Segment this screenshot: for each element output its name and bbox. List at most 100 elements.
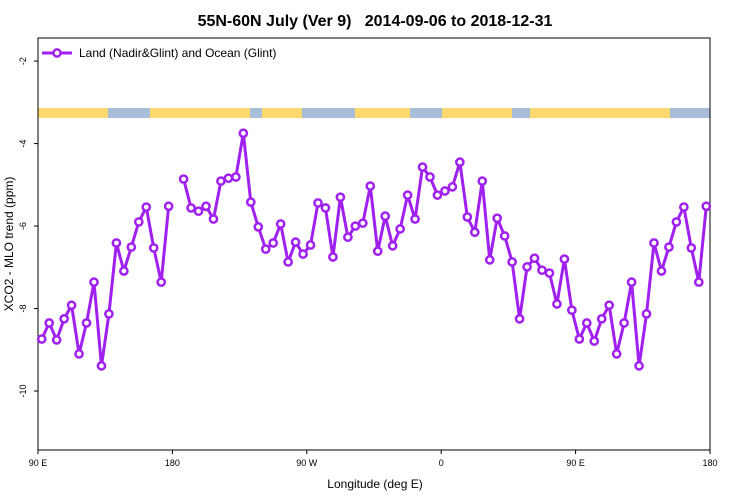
data-point [133,217,144,227]
data-point [328,252,338,262]
data-point [193,206,204,217]
data-point [36,334,47,344]
data-point [268,238,279,248]
data-point [372,246,383,257]
data-point [66,300,77,311]
data-point [201,201,211,212]
land-band [530,108,670,118]
data-point [671,217,682,227]
data-point [89,277,99,287]
data-point [544,268,555,278]
data-point [156,277,167,287]
data-point [223,173,234,184]
data-point [96,361,107,371]
data-point [186,203,196,213]
data-point [163,201,174,212]
data-point [111,238,122,248]
data-point [59,314,69,324]
data-point [365,181,376,191]
data-point [335,192,346,203]
data-point [492,213,503,224]
data-point [395,224,405,234]
data-point [693,277,704,287]
data-point [432,190,443,200]
data-point [51,335,62,345]
data-point [656,266,667,276]
data-point [537,265,547,276]
data-point [507,257,517,267]
data-point [208,214,219,224]
data-point [320,203,331,213]
data-point [238,128,249,139]
data-point [499,231,510,241]
data-point [626,277,637,287]
data-point [440,186,450,196]
data-point [231,172,241,182]
land-ocean-strip [38,108,710,118]
data-point [701,201,712,212]
data-point [634,361,644,371]
data-point [664,242,674,252]
data-point [649,238,659,248]
data-point [455,157,465,167]
land-band [262,108,302,118]
data-point [290,237,301,247]
data-point [298,249,308,259]
legend: Land (Nadir&Glint) and Ocean (Glint) [42,46,276,60]
x-tick-label: 0 [439,458,444,468]
data-point [596,314,607,324]
data-point [253,222,264,232]
data-point [275,219,286,229]
legend-label: Land (Nadir&Glint) and Ocean (Glint) [79,46,276,60]
data-point [126,242,137,252]
x-tick-label: 180 [165,458,180,468]
data-point [141,202,152,212]
data-point [679,202,689,212]
data-point [357,218,368,229]
data-point [462,212,473,222]
data-point [574,334,585,344]
data-point [380,211,391,222]
data-point [641,309,652,319]
data-point [410,214,420,224]
land-band [355,108,410,118]
data-point [148,243,159,253]
data-point [581,318,592,328]
data-point [619,318,629,328]
land-band [38,108,108,118]
data-point [104,309,114,319]
data-point [119,266,129,276]
data-point [447,182,458,192]
x-tick-label: 90 W [296,458,318,468]
chart-title: 55N-60N July (Ver 9) 2014-09-06 to 2018-… [198,13,553,30]
data-point [514,314,525,324]
data-point [283,257,293,267]
data-point [417,162,428,172]
plot-frame [37,37,711,451]
y-tick-label: -10 [18,385,28,398]
data-point [567,305,577,316]
data-point [484,255,495,265]
data-point [559,254,570,264]
data-point [74,349,84,359]
data-point [245,197,256,207]
data-point [387,241,398,251]
data-point [686,243,697,253]
data-point [604,300,615,311]
data-point [81,318,92,328]
data-point [529,253,540,264]
data-point [402,190,413,200]
data-point [178,174,189,184]
land-band [150,108,250,118]
y-tick-label: -2 [18,57,28,65]
x-tick-label: 180 [702,458,717,468]
data-point [260,244,271,255]
data-point [425,172,435,182]
x-tick-label: 90 E [29,458,48,468]
y-axis-label: XCO2 - MLO trend (ppm) [2,177,16,312]
data-point [589,336,600,346]
data-point [522,262,532,272]
data-point [313,198,323,208]
data-point [305,240,316,250]
